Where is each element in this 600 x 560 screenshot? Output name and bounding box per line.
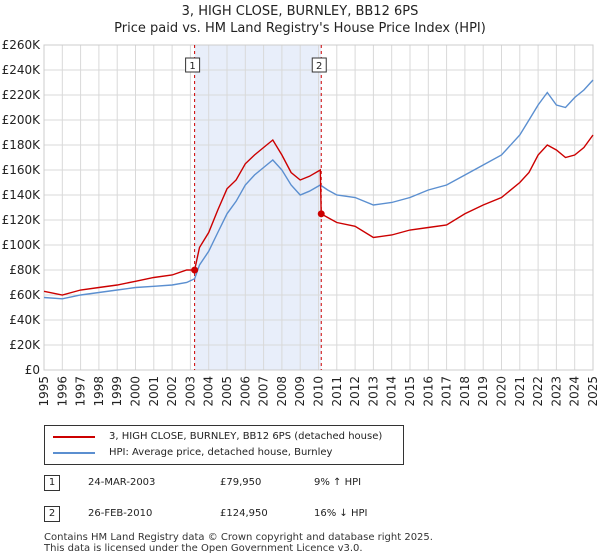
x-tick-label: 2002 [165, 376, 179, 407]
legend-label-hpi: HPI: Average price, detached house, Burn… [109, 447, 333, 458]
x-tick-label: 2014 [385, 376, 399, 407]
sale-date-2: 26-FEB-2010 [88, 508, 153, 519]
annotation-label-2: 2 [316, 61, 322, 72]
x-tick-label: 2017 [440, 376, 454, 407]
sale-row-2: 2 26-FEB-2010 £124,950 16% ↓ HPI [44, 506, 424, 524]
y-tick-label: £100K [2, 238, 42, 252]
ownership-shade [194, 45, 322, 370]
sale-date-1: 24-MAR-2003 [88, 477, 156, 488]
sale-hpi-delta-1: 9% ↑ HPI [314, 477, 362, 488]
x-tick-label: 1997 [74, 376, 88, 407]
y-tick-label: £260K [2, 38, 42, 52]
series-line-hpi [43, 79, 594, 300]
legend-item-hpi: HPI: Average price, detached house, Burn… [53, 447, 332, 458]
x-tick-label: 2011 [330, 376, 344, 407]
y-tick-label: £20K [9, 338, 41, 352]
y-tick-label: £200K [2, 113, 42, 127]
y-tick-label: £60K [9, 288, 41, 302]
annotation-label-1: 1 [189, 61, 195, 72]
x-tick-label: 2005 [220, 376, 234, 407]
plot-area-border [43, 44, 594, 371]
chart-title-line1: 3, HIGH CLOSE, BURNLEY, BB12 6PS [181, 4, 419, 19]
sale-point-1 [191, 266, 199, 274]
annotation-box-1 [185, 57, 201, 73]
x-tick-label: 2008 [275, 376, 289, 407]
x-tick-label: 2012 [348, 376, 362, 407]
sale-marker-1: 1 [44, 475, 60, 491]
legend-item-property: 3, HIGH CLOSE, BURNLEY, BB12 6PS (detach… [53, 431, 382, 442]
x-tick-label: 2024 [568, 376, 582, 407]
x-tick-label: 2006 [238, 376, 252, 407]
x-tick-label: 1998 [92, 376, 106, 407]
x-tick-label: 2022 [531, 376, 545, 407]
y-tick-label: £140K [2, 188, 42, 202]
x-tick-label: 1999 [110, 376, 124, 407]
chart-title-line2: Price paid vs. HM Land Registry's House … [114, 21, 486, 36]
legend-label-property: 3, HIGH CLOSE, BURNLEY, BB12 6PS (detach… [109, 431, 383, 442]
x-tick-label: 1996 [55, 376, 69, 407]
x-tick-label: 2009 [293, 376, 307, 407]
x-tick-label: 2025 [586, 376, 600, 407]
x-tick-label: 2018 [458, 376, 472, 407]
sale-row-1: 1 24-MAR-2003 £79,950 9% ↑ HPI [44, 475, 424, 493]
footer-licence: This data is licensed under the Open Gov… [44, 543, 363, 554]
legend: 3, HIGH CLOSE, BURNLEY, BB12 6PS (detach… [44, 425, 404, 465]
x-tick-label: 2001 [147, 376, 161, 407]
x-tick-label: 2021 [513, 376, 527, 407]
y-tick-label: £120K [2, 213, 42, 227]
x-tick-label: 2015 [403, 376, 417, 407]
x-tick-label: 2000 [129, 376, 143, 407]
sale-price-2: £124,950 [220, 508, 268, 519]
x-tick-label: 2019 [476, 376, 490, 407]
x-tick-label: 2003 [183, 376, 197, 407]
footer-copyright: Contains HM Land Registry data © Crown c… [44, 532, 433, 543]
x-tick-label: 2023 [549, 376, 563, 407]
sale-price-1: £79,950 [220, 477, 262, 488]
y-tick-label: £180K [2, 138, 42, 152]
annotation-box-2 [311, 57, 327, 73]
chart-svg: £0 £20K £40K £60K £80K £100K £120K £140K £160K £1… [2, 38, 600, 407]
y-tick-label: £80K [9, 263, 41, 277]
sale-hpi-delta-2: 16% ↓ HPI [314, 508, 368, 519]
y-tick-label: £220K [2, 88, 42, 102]
x-tick-label: 1995 [37, 376, 51, 407]
x-tick-label: 2020 [495, 376, 509, 407]
x-tick-label: 2013 [366, 376, 380, 407]
y-tick-label: £240K [2, 63, 42, 77]
x-tick-label: 2016 [421, 376, 435, 407]
x-tick-label: 2010 [312, 376, 326, 407]
x-tick-label: 2004 [202, 376, 216, 407]
legend-swatch-hpi [53, 451, 95, 454]
series-line-property [43, 134, 594, 296]
x-tick-label: 2007 [257, 376, 271, 407]
y-tick-label: £40K [9, 313, 41, 327]
legend-swatch-property [53, 435, 95, 438]
sale-point-2 [317, 210, 325, 218]
y-tick-label: £160K [2, 163, 42, 177]
sale-marker-2: 2 [44, 506, 60, 522]
y-tick-label: £0 [25, 363, 40, 377]
